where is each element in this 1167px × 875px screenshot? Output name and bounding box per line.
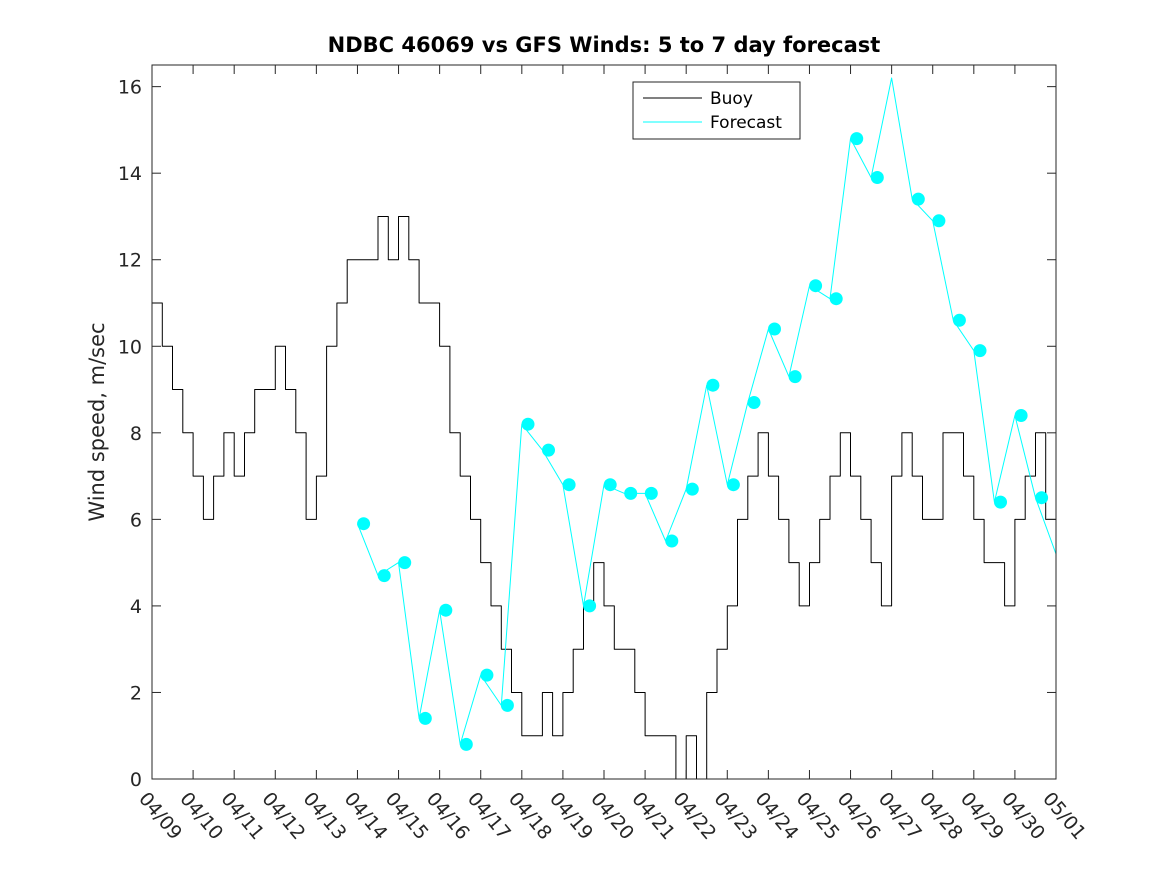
forecast-marker [459,737,473,751]
forecast-marker [768,322,781,336]
forecast-marker [418,711,432,725]
x-tick-label: 04/28 [915,788,967,844]
forecast-marker [850,132,864,146]
forecast-marker [439,603,453,617]
x-tick-label: 04/14 [340,788,392,844]
x-tick-label: 04/19 [545,788,597,844]
forecast-marker [952,313,966,327]
y-tick-label: 8 [130,423,142,445]
forecast-marker [500,698,514,712]
forecast-marker [685,482,699,496]
x-tick-label: 04/09 [134,788,186,844]
forecast-marker [870,171,884,184]
forecast-marker [624,486,638,500]
legend-box [632,81,801,140]
y-tick-label: 12 [118,250,142,272]
forecast-marker [1014,409,1028,422]
x-tick-label: 05/01 [1038,788,1090,844]
forecast-marker [357,517,371,531]
forecast-marker [644,486,658,500]
x-tick-label: 04/29 [956,788,1008,844]
legend-buoy-label: Buoy [710,89,753,109]
x-tick-label: 04/16 [422,788,474,844]
forecast-marker [377,569,391,583]
forecast-marker [706,378,720,392]
forecast-marker [562,478,576,492]
forecast-marker [665,534,679,548]
forecast-marker [829,292,843,306]
forecast-marker [932,214,946,228]
forecast-marker [911,192,925,206]
forecast-marker [480,668,494,682]
series-layer [152,77,1057,780]
forecast-marker [398,556,412,570]
forecast-marker [726,478,740,492]
x-tick-label: 04/20 [586,788,638,844]
x-tick-label: 04/25 [792,788,844,844]
forecast-marker [788,370,802,384]
x-tick-label: 04/24 [751,788,803,844]
forecast-marker [603,478,617,492]
x-tick-label: 04/11 [216,788,268,844]
plot-area [152,65,1056,779]
x-tick-label: 04/17 [463,788,515,844]
x-tick-label: 04/21 [627,788,679,844]
x-tick-label: 04/10 [175,788,227,844]
buoy-series-line [152,216,1057,780]
y-tick-label: 4 [130,596,142,618]
legend: Buoy Forecast [632,81,801,140]
y-tick-label: 0 [130,769,142,791]
legend-forecast-label: Forecast [710,113,782,133]
forecast-marker [521,417,535,431]
y-tick-label: 16 [118,77,142,99]
x-tick-label: 04/13 [299,788,351,844]
forecast-marker [994,495,1007,509]
chart-title: NDBC 46069 vs GFS Winds: 5 to 7 day fore… [328,33,881,57]
y-tick-label: 14 [118,163,142,185]
forecast-marker [542,443,555,457]
forecast-marker [809,279,823,293]
y-axis-label: Wind speed, m/sec [85,322,109,521]
x-tick-label: 04/27 [874,788,926,844]
forecast-marker [747,396,761,409]
x-tick-label: 04/12 [257,788,309,844]
x-tick-label: 04/26 [833,788,885,844]
y-tick-label: 2 [130,682,142,704]
x-tick-label: 04/23 [709,788,761,844]
x-tick-label: 04/15 [381,788,433,844]
x-tick-label: 04/22 [668,788,720,844]
x-tick-label: 04/30 [997,788,1049,844]
forecast-marker [583,599,597,613]
y-tick-label: 6 [130,509,142,531]
y-tick-label: 10 [118,336,142,358]
x-tick-label: 04/18 [504,788,556,844]
forecast-marker [973,344,987,358]
forecast-marker [1035,491,1049,505]
